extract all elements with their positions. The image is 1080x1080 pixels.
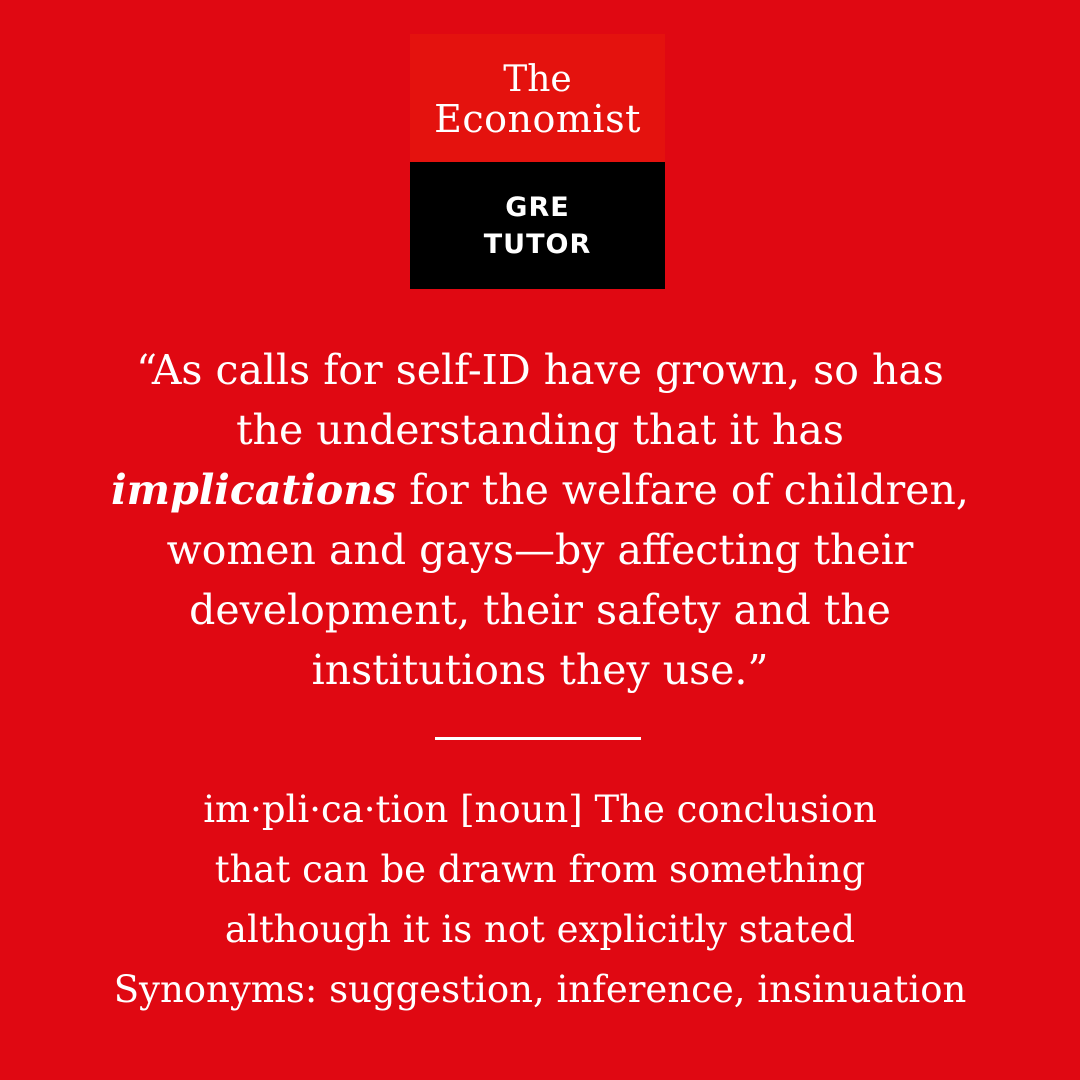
definition-line-1: im·pli·ca·tion [noun] The conclusion: [203, 788, 877, 831]
quote-line-2: the understanding that it has: [236, 406, 844, 454]
economist-logo: The Economist GRE TUTOR: [410, 34, 665, 289]
logo-tutor: TUTOR: [483, 228, 592, 260]
logo-the: The: [503, 59, 572, 100]
logo-economist: Economist: [434, 97, 641, 141]
quote-line-3-rest: for the welfare of children,: [396, 466, 969, 514]
quote-keyword: implications: [111, 466, 397, 514]
definition-text: im·pli·ca·tion [noun] The conclusion tha…: [40, 780, 1040, 1020]
quote-text: “As calls for self-ID have grown, so has…: [60, 340, 1020, 700]
quote-line-4: women and gays—by affecting their: [166, 526, 914, 574]
logo-gre-tutor-block: GRE TUTOR: [410, 162, 665, 289]
synonyms-line: Synonyms: suggestion, inference, insinua…: [113, 968, 967, 1011]
logo-gre: GRE: [505, 191, 570, 223]
logo-wordmark-block: The Economist: [410, 34, 665, 162]
definition-line-2: that can be drawn from something: [214, 848, 866, 891]
divider-line: [435, 737, 641, 740]
quote-line-6: institutions they use.”: [311, 646, 769, 694]
quote-line-3: implications for the welfare of children…: [60, 460, 1020, 520]
quote-line-5: development, their safety and the: [189, 586, 891, 634]
definition-line-3: although it is not explicitly stated: [224, 908, 856, 951]
quote-line-1: “As calls for self-ID have grown, so has: [136, 346, 944, 394]
